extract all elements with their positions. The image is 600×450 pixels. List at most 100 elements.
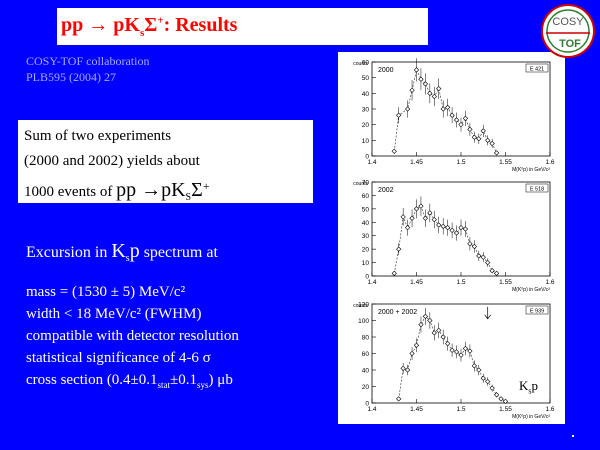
y-tick-label: 40 xyxy=(362,91,370,98)
plot-title: 2002 xyxy=(378,187,394,194)
y-tick-label: 50 xyxy=(362,75,370,82)
data-point xyxy=(493,150,500,156)
ksp-label: Ksp xyxy=(519,378,539,396)
collaboration-name: COSY-TOF collaboration xyxy=(26,54,150,68)
data-point xyxy=(391,148,397,154)
data-point xyxy=(462,115,469,122)
svg-text:TOF: TOF xyxy=(559,38,581,50)
x-tick-label: 1.4 xyxy=(367,406,376,413)
y-tick-label: 120 xyxy=(358,302,369,309)
data-point xyxy=(458,122,464,128)
title-box: pp → pKsΣ+: Results xyxy=(57,8,428,45)
data-point xyxy=(418,76,424,82)
data-point xyxy=(498,396,504,402)
excursion-heading: Excursion in Ksp spectrum at xyxy=(26,240,218,265)
x-axis-label: M(K⁰p) in GeV/c² xyxy=(512,167,550,173)
peak-arrow-head xyxy=(484,314,491,320)
data-point xyxy=(489,140,495,147)
data-point xyxy=(445,104,451,111)
summary-text: Sum of two experiments (2000 and 2002) y… xyxy=(24,124,210,210)
data-point xyxy=(422,313,429,319)
publication-reference: PLB595 (2004) 27 xyxy=(26,70,116,84)
x-axis-label: M(K⁰p) in GeV/c² xyxy=(512,414,550,420)
data-point xyxy=(480,375,486,381)
data-point xyxy=(436,327,442,334)
width-value: width < 18 MeV/c² (FWHM) xyxy=(26,306,202,322)
x-tick-label: 1.6 xyxy=(545,406,554,413)
y-tick-label: 70 xyxy=(362,180,370,187)
y-axis-label: counts xyxy=(353,61,368,67)
data-point xyxy=(440,106,446,112)
x-tick-label: 1.45 xyxy=(410,279,423,286)
y-tick-label: 10 xyxy=(362,260,370,267)
data-point xyxy=(485,378,491,385)
data-point xyxy=(467,241,473,247)
y-tick-label: 20 xyxy=(362,384,370,391)
x-tick-label: 1.5 xyxy=(456,159,465,166)
spectrum-plot-2002: 0 10 20 30 40 50 60 70 1.4 1.45 1.5 1.55 1.6M(K⁰p) i… xyxy=(353,180,555,294)
data-point xyxy=(431,330,437,336)
data-point xyxy=(404,367,411,373)
cosy-tof-logo: COSY TOF xyxy=(541,4,595,58)
event-count-box xyxy=(525,183,549,193)
x-tick-label: 1.6 xyxy=(545,159,554,166)
trend-curve xyxy=(398,315,506,402)
data-point xyxy=(453,230,460,236)
x-tick-label: 1.4 xyxy=(367,279,376,286)
plot-title: 2000 + 2002 xyxy=(378,309,417,316)
slide-title: pp → pKsΣ+: Results xyxy=(61,14,238,39)
plot-title: 2000 xyxy=(378,67,394,74)
data-point xyxy=(413,342,420,348)
spectrum-plot-2000: 0 10 20 30 40 50 60 1.4 1.45 1.5 1.55 1.6M(K⁰p) in … xyxy=(353,58,555,173)
y-tick-label: 20 xyxy=(362,122,370,129)
y-tick-label: 30 xyxy=(362,107,370,114)
data-point xyxy=(418,203,424,209)
data-point xyxy=(458,225,464,231)
data-point xyxy=(445,225,451,231)
data-point xyxy=(440,334,446,340)
data-point xyxy=(449,347,455,353)
data-point xyxy=(445,340,451,347)
y-tick-label: 60 xyxy=(362,193,370,200)
data-point xyxy=(449,112,455,118)
data-point xyxy=(431,93,437,100)
x-tick-label: 1.55 xyxy=(499,279,512,286)
y-tick-label: 100 xyxy=(358,318,369,325)
data-point xyxy=(396,246,402,252)
x-tick-label: 1.45 xyxy=(410,159,423,166)
data-point xyxy=(396,112,402,118)
y-tick-label: 0 xyxy=(365,154,369,161)
y-tick-label: 60 xyxy=(362,60,370,67)
event-count-box xyxy=(525,305,549,315)
data-point xyxy=(427,210,433,216)
data-point xyxy=(422,81,429,87)
x-tick-label: 1.4 xyxy=(367,159,376,166)
data-point xyxy=(400,214,406,220)
data-point xyxy=(489,268,495,274)
data-point xyxy=(462,345,469,352)
y-axis-label: counts xyxy=(353,181,368,187)
summary-box: Sum of two experiments (2000 and 2002) y… xyxy=(18,120,313,203)
data-point xyxy=(400,365,406,371)
event-count-label: E 939 xyxy=(530,309,544,315)
data-point xyxy=(409,350,415,357)
collaboration-reference: COSY-TOF collaboration PLB595 (2004) 27 xyxy=(26,53,149,85)
data-point xyxy=(458,352,464,358)
data-point xyxy=(409,87,415,93)
y-tick-label: 40 xyxy=(362,368,370,375)
event-count-box xyxy=(525,63,549,73)
significance-value: statistical significance of 4-6 σ xyxy=(26,350,211,366)
data-point xyxy=(391,270,397,276)
x-axis-label: M(K⁰p) in GeV/c² xyxy=(512,287,550,293)
summary-line-1: Sum of two experiments xyxy=(24,128,172,144)
data-point xyxy=(413,67,420,73)
data-point xyxy=(471,243,477,250)
x-tick-label: 1.6 xyxy=(545,279,554,286)
data-point xyxy=(467,348,473,354)
data-point xyxy=(396,396,402,402)
data-point xyxy=(476,136,482,142)
data-point xyxy=(471,363,477,369)
data-point xyxy=(489,385,495,391)
data-point xyxy=(467,126,473,132)
data-point xyxy=(493,270,500,276)
